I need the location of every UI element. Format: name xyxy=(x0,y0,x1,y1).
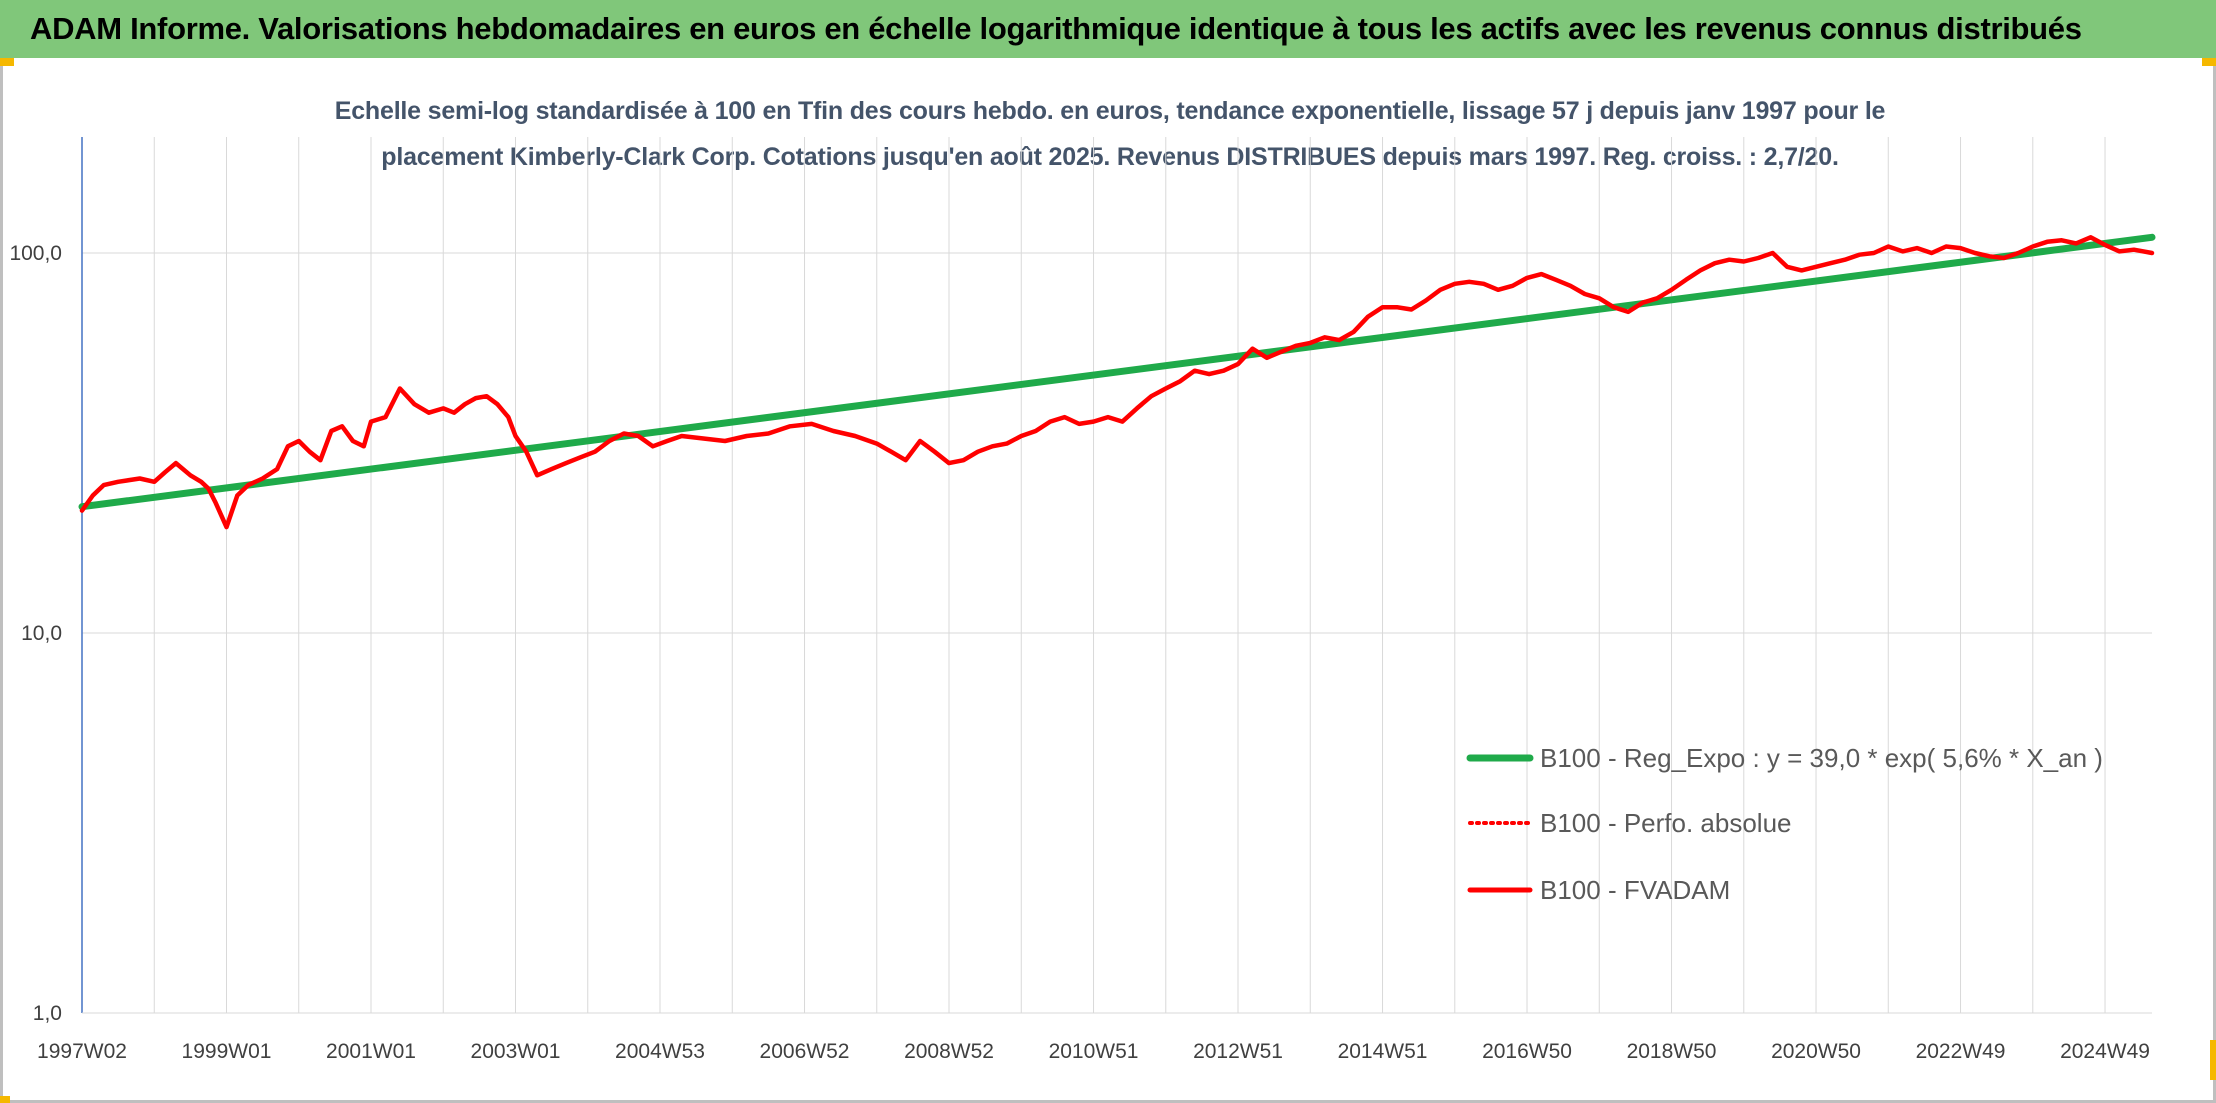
x-tick-label: 2022W49 xyxy=(1916,1040,2006,1063)
series-line-2 xyxy=(79,235,2155,530)
x-tick-label: 2008W52 xyxy=(904,1040,994,1063)
axes xyxy=(81,137,2152,1014)
chart-title-line-1: Echelle semi-log standardisée à 100 en T… xyxy=(334,97,1886,125)
corner-accent-bottom-right xyxy=(2210,1040,2216,1080)
legend: B100 - Reg_Expo : y = 39,0 * exp( 5,6% *… xyxy=(1466,743,2103,905)
x-tick-label: 1997W02 xyxy=(37,1040,127,1063)
x-tick-label: 2024W49 xyxy=(2060,1040,2150,1063)
page-title: ADAM Informe. Valorisations hebdomadaire… xyxy=(30,11,2082,46)
header-band: ADAM Informe. Valorisations hebdomadaire… xyxy=(0,0,2216,58)
y-tick-label: 10,0 xyxy=(21,622,62,645)
legend-label-2: B100 - FVADAM xyxy=(1540,875,1730,905)
series-line-0 xyxy=(78,233,2156,511)
x-tick-label: 2010W51 xyxy=(1049,1040,1139,1063)
chart-title-line-2: placement Kimberly-Clark Corp. Cotations… xyxy=(381,143,1839,171)
x-tick-label: 2020W50 xyxy=(1771,1040,1861,1063)
corner-accent-bottom-left xyxy=(0,1096,10,1103)
x-tick-label: 2018W50 xyxy=(1627,1040,1717,1063)
y-tick-label: 1,0 xyxy=(33,1002,62,1025)
x-tick-label: 2006W52 xyxy=(760,1040,850,1063)
series-lines xyxy=(78,233,2156,530)
legend-label-0: B100 - Reg_Expo : y = 39,0 * exp( 5,6% *… xyxy=(1540,743,2103,773)
x-tick-label: 2012W51 xyxy=(1193,1040,1283,1063)
corner-accent-top-left xyxy=(0,58,14,66)
x-tick-label: 2004W53 xyxy=(615,1040,705,1063)
legend-label-1: B100 - Perfo. absolue xyxy=(1540,808,1792,838)
gridlines xyxy=(81,137,2152,1014)
x-tick-label: 2001W01 xyxy=(326,1040,416,1063)
y-tick-label: 100,0 xyxy=(9,242,62,265)
corner-accent-top-right xyxy=(2202,58,2216,66)
x-tick-label: 2003W01 xyxy=(471,1040,561,1063)
x-tick-label: 1999W01 xyxy=(182,1040,272,1063)
tick-labels: 100,0 10,0 1,0 1997W02 1999W01 2001W01 2003W01… xyxy=(9,242,2150,1063)
x-tick-label: 2016W50 xyxy=(1482,1040,1572,1063)
x-tick-label: 2014W51 xyxy=(1338,1040,1428,1063)
